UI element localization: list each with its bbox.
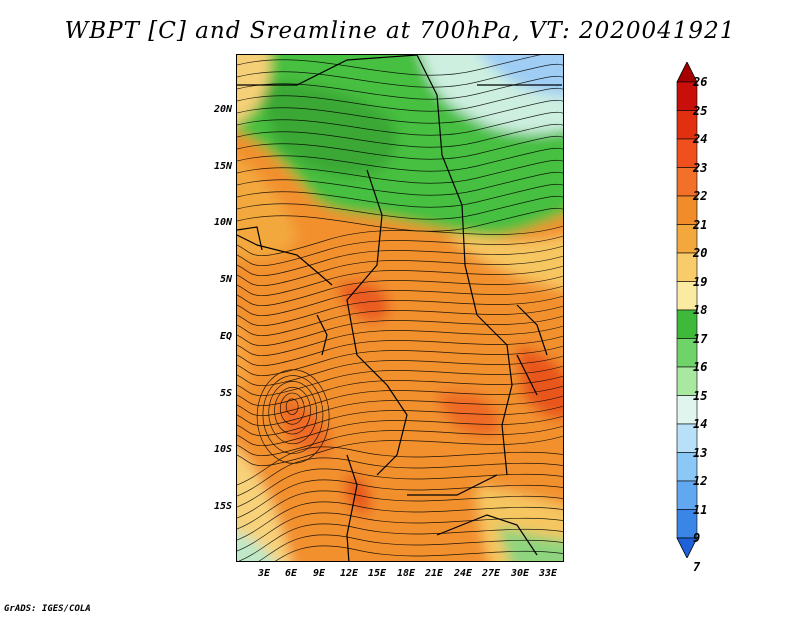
streamline xyxy=(237,325,563,357)
colorbar-label: 24 xyxy=(693,132,708,146)
streamline xyxy=(237,345,563,377)
streamline xyxy=(237,375,563,407)
streamline xyxy=(237,501,563,541)
streamline xyxy=(237,195,563,220)
streamline xyxy=(262,375,324,454)
map-panel xyxy=(236,54,564,562)
streamline xyxy=(237,135,563,160)
colorbar-label: 7 xyxy=(693,559,701,574)
streamline xyxy=(237,395,563,427)
streamline xyxy=(256,369,330,464)
lat-label-20n: 20N xyxy=(213,104,232,115)
streamline xyxy=(237,183,563,208)
streamline xyxy=(237,171,563,196)
colorbar-label: 15 xyxy=(693,388,708,403)
colorbar-label: 26 xyxy=(693,75,708,89)
streamline xyxy=(237,285,563,317)
streamline xyxy=(237,225,563,257)
lat-label-5n: 5N xyxy=(219,274,232,285)
colorbar-label: 13 xyxy=(693,445,708,460)
lat-label-5s: 5S xyxy=(219,388,232,399)
streamline xyxy=(237,425,563,457)
lon-label-30e: 30E xyxy=(510,568,530,579)
streamline xyxy=(237,245,563,277)
temperature-field xyxy=(237,55,563,561)
lat-label-15s: 15S xyxy=(213,501,232,512)
streamline xyxy=(237,468,563,508)
lon-label-18e: 18E xyxy=(396,568,416,579)
lon-label-15e: 15E xyxy=(367,568,387,579)
lat-label-15n: 15N xyxy=(213,161,232,172)
lon-label-33e: 33E xyxy=(538,568,558,579)
streamline xyxy=(237,87,563,112)
lon-label-9e: 9E xyxy=(312,568,326,579)
streamline xyxy=(237,99,563,124)
streamline xyxy=(238,523,563,561)
colorbar-label: 22 xyxy=(693,189,708,203)
streamline xyxy=(237,490,563,530)
streamline xyxy=(237,255,563,287)
colorbar-label: 9 xyxy=(693,531,701,545)
colorbar-label: 17 xyxy=(693,331,708,346)
streamline xyxy=(285,398,299,415)
credit-text: GrADS: IGES/COLA xyxy=(4,604,91,614)
streamline xyxy=(237,75,563,100)
streamline xyxy=(258,534,563,561)
colorbar-label: 20 xyxy=(693,246,708,260)
map-canvas xyxy=(237,55,563,561)
lon-label-3e: 3E xyxy=(257,568,271,579)
streamline xyxy=(237,275,563,307)
lon-label-6e: 6E xyxy=(284,568,298,579)
country-borders xyxy=(237,55,562,561)
colorbar-label: 16 xyxy=(693,360,708,374)
streamline xyxy=(237,446,563,486)
streamline xyxy=(237,355,563,387)
streamline xyxy=(237,415,563,447)
streamline xyxy=(237,385,563,417)
streamline xyxy=(237,315,563,347)
lon-label-27e: 27E xyxy=(481,568,501,579)
streamline xyxy=(237,111,563,136)
colorbar-label: 19 xyxy=(693,274,708,289)
colorbar-label: 11 xyxy=(693,502,708,517)
streamline xyxy=(237,147,563,172)
streamline xyxy=(237,159,563,184)
streamline xyxy=(237,365,563,397)
colorbar-label: 12 xyxy=(693,474,708,488)
lat-label-10n: 10N xyxy=(213,217,232,228)
streamline xyxy=(237,265,563,297)
streamline xyxy=(280,392,305,425)
lon-label-12e: 12E xyxy=(339,568,359,579)
streamline xyxy=(237,63,563,88)
streamline xyxy=(237,55,541,76)
streamline xyxy=(237,207,563,232)
colorbar-label: 25 xyxy=(693,103,708,118)
colorbar-label: 21 xyxy=(693,217,708,232)
streamline xyxy=(237,335,563,367)
streamline xyxy=(237,235,563,267)
lat-label-eq: EQ xyxy=(219,331,232,342)
colorbar xyxy=(676,62,698,558)
streamline xyxy=(237,295,563,327)
streamline xyxy=(274,386,311,435)
colorbar-label: 14 xyxy=(693,417,708,431)
lon-label-21e: 21E xyxy=(424,568,444,579)
lat-label-10s: 10S xyxy=(213,444,232,455)
streamline xyxy=(237,512,563,552)
streamline xyxy=(274,545,563,561)
colorbar-cap-bottom xyxy=(676,537,698,558)
chart-title: WBPT [C] and Sreamline at 700hPa, VT: 20… xyxy=(64,18,736,44)
lon-label-24e: 24E xyxy=(453,568,473,579)
streamline xyxy=(268,381,318,445)
colorbar-label: 23 xyxy=(693,160,708,175)
colorbar-label: 18 xyxy=(693,303,708,317)
